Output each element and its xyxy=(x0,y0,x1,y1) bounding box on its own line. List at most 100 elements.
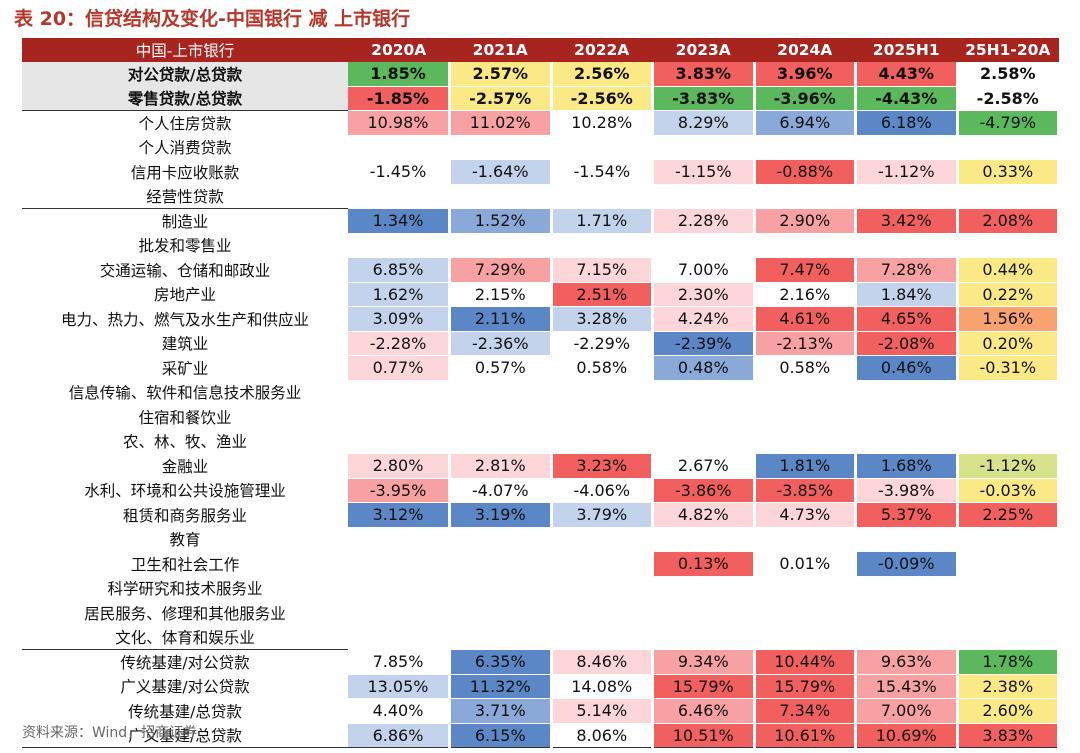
value-cell: 3.79% xyxy=(551,502,654,528)
value-cell: 2.28% xyxy=(652,208,756,234)
value-cell: 2.67% xyxy=(652,453,756,479)
header-cell-change: 25H1-20A xyxy=(957,38,1059,62)
value-cell xyxy=(348,135,451,160)
value-cell: 6.85% xyxy=(348,257,451,283)
table-row: 建筑业 -2.28% -2.36% -2.29% -2.39% -2.13% -2.08% 0… xyxy=(22,331,1060,356)
value-cell: 0.57% xyxy=(449,355,553,381)
table-row: 传统基建/对公贷款 7.85% 6.35% 8.46% 9.34% 10.44% 9.63%… xyxy=(22,649,1060,675)
value-cell: 1.34% xyxy=(348,208,451,234)
table-row: 制造业 1.34% 1.52% 1.71% 2.28% 2.90% 3.42% 2.08% xyxy=(22,208,1060,234)
table-row: 传统基建/总贷款 4.40% 3.71% 5.14% 6.46% 7.34% 7.00% 2.… xyxy=(22,698,1060,724)
value-cell: 5.37% xyxy=(855,502,959,528)
table-row: 卫生和社会工作 0.13% 0.01% -0.09% xyxy=(22,551,1060,577)
value-cell xyxy=(652,429,756,454)
value-cell: 10.69% xyxy=(855,723,959,748)
value-cell: -2.36% xyxy=(449,331,553,356)
value-cell: 0.13% xyxy=(652,551,756,577)
value-cell: -1.54% xyxy=(551,159,654,185)
value-cell: 4.65% xyxy=(855,306,959,332)
value-cell xyxy=(449,233,553,258)
value-cell: 8.46% xyxy=(551,649,654,675)
table-row: 个人住房贷款 10.98% 11.02% 10.28% 8.29% 6.94% 6.18% -… xyxy=(22,110,1060,136)
value-cell: 0.44% xyxy=(957,257,1060,283)
value-cell: 4.24% xyxy=(652,306,756,332)
row-label: 信息传输、软件和信息技术服务业 xyxy=(68,384,302,403)
value-cell: -0.88% xyxy=(754,159,857,185)
value-cell: 8.06% xyxy=(551,723,654,748)
value-cell: -1.64% xyxy=(449,159,553,185)
table-row: 个人消费贷款 xyxy=(22,135,1060,160)
row-label: 广义基建/对公贷款 xyxy=(120,678,250,697)
row-label: 批发和零售业 xyxy=(138,237,232,256)
value-cell: 3.09% xyxy=(348,306,451,332)
value-cell xyxy=(348,551,451,577)
value-cell: 3.23% xyxy=(551,453,654,479)
value-cell: 2.30% xyxy=(652,282,756,307)
table-row: 农、林、牧、渔业 xyxy=(22,429,1060,454)
value-cell: 3.19% xyxy=(449,502,553,528)
value-cell xyxy=(449,429,553,454)
value-cell: 3.96% xyxy=(754,62,857,87)
value-cell: 1.56% xyxy=(957,306,1060,332)
value-cell xyxy=(754,576,857,601)
value-cell: -2.57% xyxy=(449,86,553,111)
value-cell xyxy=(348,600,451,626)
value-cell: 3.83% xyxy=(652,62,756,87)
value-cell xyxy=(551,625,654,650)
value-cell xyxy=(754,527,857,552)
value-cell: -1.45% xyxy=(348,159,451,185)
table-row: 广义基建/总贷款 6.86% 6.15% 8.06% 10.51% 10.61% 10.69… xyxy=(22,723,1060,748)
value-cell: 13.05% xyxy=(348,674,451,699)
value-cell xyxy=(348,429,451,454)
value-cell xyxy=(754,625,857,650)
value-cell: 11.02% xyxy=(449,110,553,136)
loan-structure-table: 中国-上市银行 2020A 2021A 2022A 2023A 2024A 20… xyxy=(22,38,1060,748)
value-cell xyxy=(449,135,553,160)
value-cell: 2.11% xyxy=(449,306,553,332)
value-cell: -0.09% xyxy=(855,551,959,577)
value-cell: 6.35% xyxy=(449,649,553,675)
value-cell: 3.83% xyxy=(957,723,1060,748)
value-cell xyxy=(652,600,756,626)
value-cell: 6.86% xyxy=(348,723,451,748)
row-label: 交通运输、仓储和邮政业 xyxy=(99,261,271,280)
row-label: 传统基建/对公贷款 xyxy=(22,649,348,674)
row-label: 农、林、牧、渔业 xyxy=(122,433,247,452)
table-row: 采矿业 0.77% 0.57% 0.58% 0.48% 0.58% 0.46% -0.31% xyxy=(22,355,1060,381)
value-cell: 8.29% xyxy=(652,110,756,136)
value-cell: 10.28% xyxy=(551,110,654,136)
table-row: 金融业 2.80% 2.81% 3.23% 2.67% 1.81% 1.68% -1.12% xyxy=(22,453,1060,479)
value-cell xyxy=(348,527,451,552)
value-cell: -2.08% xyxy=(855,331,959,356)
value-cell: 1.62% xyxy=(348,282,451,307)
value-cell xyxy=(449,404,553,430)
value-cell: 15.79% xyxy=(652,674,756,699)
value-cell: 10.44% xyxy=(754,649,857,675)
value-cell xyxy=(652,380,756,405)
value-cell: 6.46% xyxy=(652,698,756,724)
value-cell xyxy=(754,600,857,626)
value-cell: 7.34% xyxy=(754,698,857,724)
value-cell xyxy=(855,380,959,405)
value-cell xyxy=(551,551,654,577)
row-label: 零售贷款/总贷款 xyxy=(22,86,348,111)
value-cell: -1.12% xyxy=(855,159,959,185)
value-cell: 4.43% xyxy=(855,62,959,87)
row-label: 传统基建/总贷款 xyxy=(128,702,242,721)
table-row: 信息传输、软件和信息技术服务业 xyxy=(22,380,1060,405)
row-label: 经营性贷款 xyxy=(146,188,224,206)
value-cell: 4.61% xyxy=(754,306,857,332)
value-cell: -1.15% xyxy=(652,159,756,185)
value-cell xyxy=(348,576,451,601)
value-cell xyxy=(652,184,756,209)
row-label: 文化、体育和娱乐业 xyxy=(115,629,255,647)
value-cell xyxy=(348,625,451,650)
table-row: 住宿和餐饮业 xyxy=(22,404,1060,430)
row-label: 租赁和商务服务业 xyxy=(122,506,247,525)
header-cell-2023a: 2023A xyxy=(652,38,754,62)
value-cell xyxy=(855,184,959,209)
value-cell: -4.43% xyxy=(855,86,959,111)
table-row: 文化、体育和娱乐业 xyxy=(22,625,1060,650)
value-cell xyxy=(449,380,553,405)
table-body: 对公贷款/总贷款 1.85% 2.57% 2.56% 3.83% 3.96% 4.43% 2.… xyxy=(22,62,1060,748)
